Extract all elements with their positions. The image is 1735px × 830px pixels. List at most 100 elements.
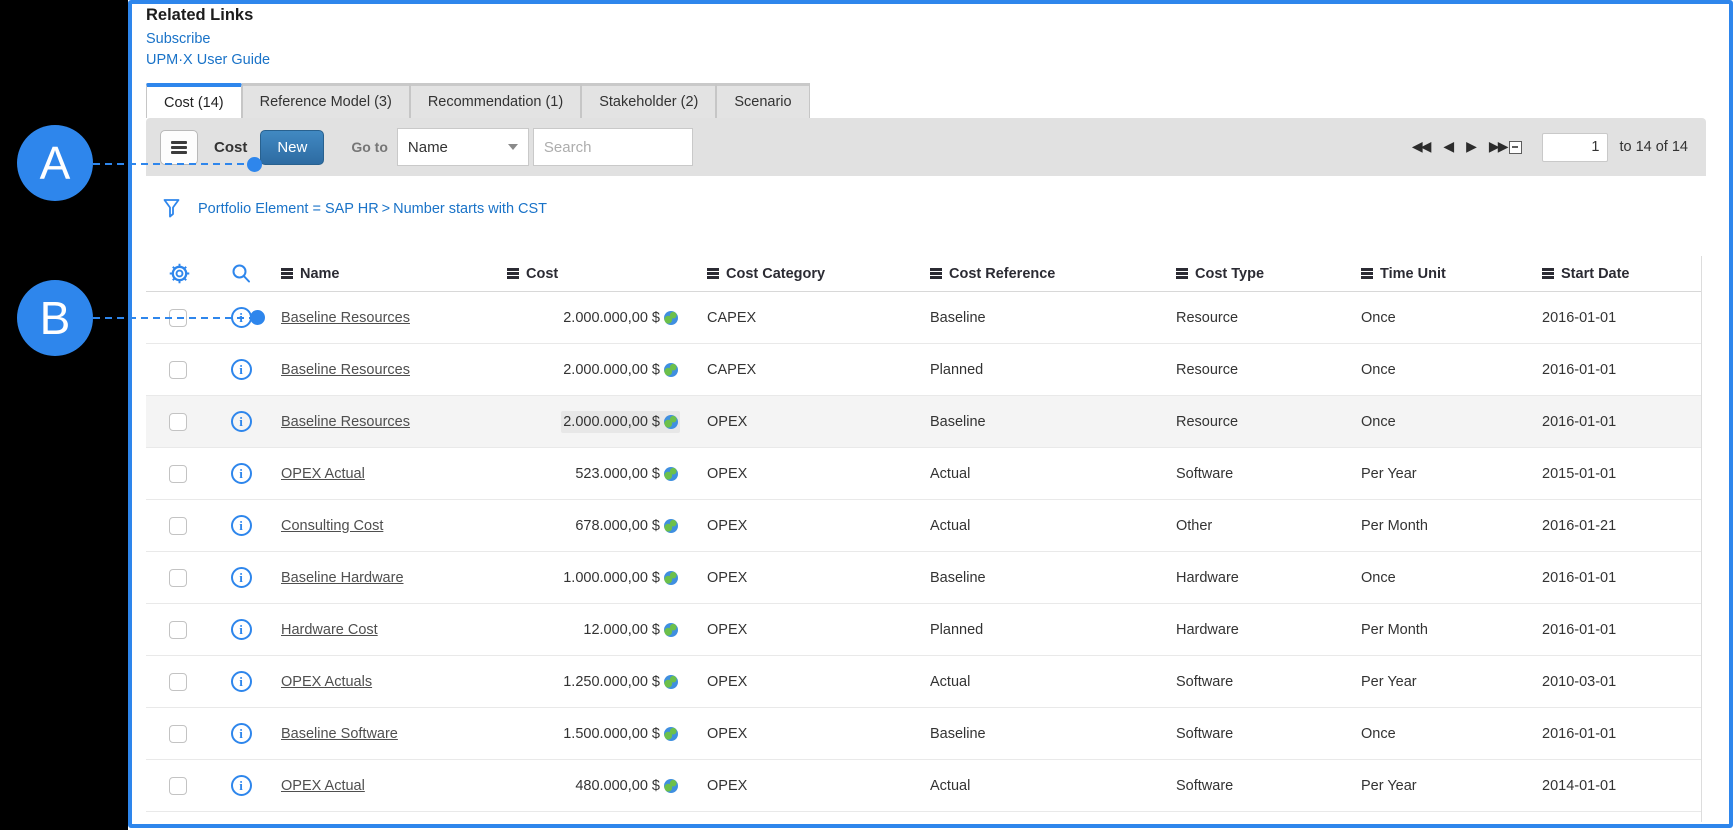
table-row: Hardware Cost 12.000,00 $ OPEX Planned H… [146,604,1701,656]
cost-record-link[interactable]: Hardware Cost [281,621,378,638]
cost-cell: 523.000,00 $ [475,463,692,485]
list-menu-button[interactable] [160,129,198,165]
globe-currency-icon [664,726,678,741]
cost-category-cell: OPEX [707,673,748,690]
cost-record-link[interactable]: Baseline Resources [281,413,410,430]
tab-2[interactable]: Recommendation (1) [409,83,582,118]
row-checkbox[interactable] [169,776,187,795]
table-row: OPEX Actuals 1.250.000,00 $ OPEX Actual … [146,656,1701,708]
cost-record-link[interactable]: Consulting Cost [281,517,384,534]
hamburger-icon [171,140,187,144]
cost-type-cell: Software [1176,777,1234,794]
row-checkbox[interactable] [169,620,187,639]
start-date-cell: 2016-01-01 [1542,621,1617,638]
row-checkbox[interactable] [169,464,187,483]
cost-record-link[interactable]: OPEX Actual [281,777,365,794]
time-unit-cell: Per Year [1361,465,1417,482]
user-guide-link[interactable]: UPM·X User Guide [146,52,271,68]
cost-reference-cell: Baseline [930,309,986,326]
start-date-cell: 2010-03-01 [1542,673,1617,690]
column-header-start-date[interactable]: Start Date [1532,266,1702,282]
filter-condition-2[interactable]: Number starts with CST [393,201,548,217]
row-checkbox[interactable] [169,724,187,743]
next-page-button[interactable]: ▶ [1466,139,1477,155]
column-menu-icon [930,268,942,271]
globe-currency-icon [664,674,678,689]
callout-a-connector [93,163,253,165]
search-input[interactable] [532,128,693,166]
goto-field-select[interactable]: Name [396,128,529,166]
last-page-button[interactable]: ▶▶ [1488,139,1508,155]
cost-record-link[interactable]: OPEX Actuals [281,673,373,690]
cost-reference-cell: Planned [930,361,984,378]
callout-b-badge: B [17,280,93,356]
time-unit-cell: Once [1361,309,1396,326]
cost-record-link[interactable]: Baseline Resources [281,309,410,326]
tab-0[interactable]: Cost (14) [146,83,242,118]
cost-record-link[interactable]: Baseline Resources [281,361,410,378]
tab-bar: Cost (14) Reference Model (3) Recommenda… [146,83,810,118]
column-header-cost[interactable]: Cost [475,266,692,282]
cost-category-cell: CAPEX [707,309,757,326]
previous-page-button[interactable]: ◀ [1443,139,1454,155]
row-checkbox[interactable] [169,360,187,379]
row-checkbox[interactable] [169,568,187,587]
cost-reference-cell: Actual [930,517,971,534]
table-row: Baseline Software 1.500.000,00 $ OPEX Ba… [146,708,1701,760]
column-header-time-unit[interactable]: Time Unit [1351,266,1532,282]
cost-category-cell: OPEX [707,621,748,638]
minimize-list-icon[interactable] [1509,140,1523,154]
cost-record-link[interactable]: Baseline Hardware [281,569,404,586]
cost-record-link[interactable]: Baseline Software [281,725,398,742]
tab-1[interactable]: Reference Model (3) [241,83,410,118]
info-icon[interactable] [230,671,252,692]
table-row: Baseline Resources 2.000.000,00 $ CAPEX … [146,344,1701,396]
info-icon[interactable] [230,723,252,744]
column-menu-icon [1176,268,1188,271]
info-icon[interactable] [230,619,252,640]
list-toolbar: Cost New Go to Name ◀◀ ◀ ▶ ▶▶ to 14 of 1… [146,118,1706,176]
info-icon[interactable] [230,567,252,588]
column-header-cost-category[interactable]: Cost Category [692,266,920,282]
tab-4[interactable]: Scenario [716,83,810,118]
column-header-cost-type[interactable]: Cost Type [1166,266,1351,282]
tab-3[interactable]: Stakeholder (2) [581,83,717,118]
list-search-button[interactable] [212,263,270,285]
new-button[interactable]: New [260,129,325,165]
cost-category-cell: OPEX [707,725,748,742]
info-icon[interactable] [230,775,252,796]
first-page-button[interactable]: ◀◀ [1411,139,1431,155]
info-icon[interactable] [230,515,252,536]
start-date-cell: 2015-01-01 [1542,465,1617,482]
personalize-list-button[interactable] [146,262,212,285]
globe-currency-icon [664,362,678,377]
time-unit-cell: Once [1361,569,1396,586]
pagination: ◀◀ ◀ ▶ ▶▶ to 14 of 14 [1398,132,1696,162]
cost-category-cell: OPEX [707,777,748,794]
row-checkbox[interactable] [169,672,187,691]
column-header-name[interactable]: Name [270,266,475,282]
current-page-input[interactable] [1542,132,1609,162]
globe-currency-icon [664,778,678,793]
row-range-label: to 14 of 14 [1619,139,1688,155]
globe-currency-icon [664,466,678,481]
info-icon[interactable] [230,359,252,380]
info-icon[interactable] [230,411,252,432]
filter-condition-1[interactable]: Portfolio Element = SAP HR [198,201,379,217]
subscribe-link[interactable]: Subscribe [146,31,211,47]
time-unit-cell: Per Month [1361,517,1428,534]
callout-b-endpoint [250,310,265,325]
column-menu-icon [1361,268,1373,271]
cost-category-cell: CAPEX [707,361,757,378]
row-checkbox[interactable] [169,412,187,431]
column-menu-icon [281,268,293,271]
column-header-cost-reference[interactable]: Cost Reference [920,266,1166,282]
search-icon [232,264,250,282]
cost-type-cell: Hardware [1176,621,1239,638]
cost-record-link[interactable]: OPEX Actual [281,465,365,482]
cost-reference-cell: Baseline [930,413,986,430]
info-icon[interactable] [230,463,252,484]
row-checkbox[interactable] [169,516,187,535]
filter-funnel-icon[interactable] [162,198,181,220]
